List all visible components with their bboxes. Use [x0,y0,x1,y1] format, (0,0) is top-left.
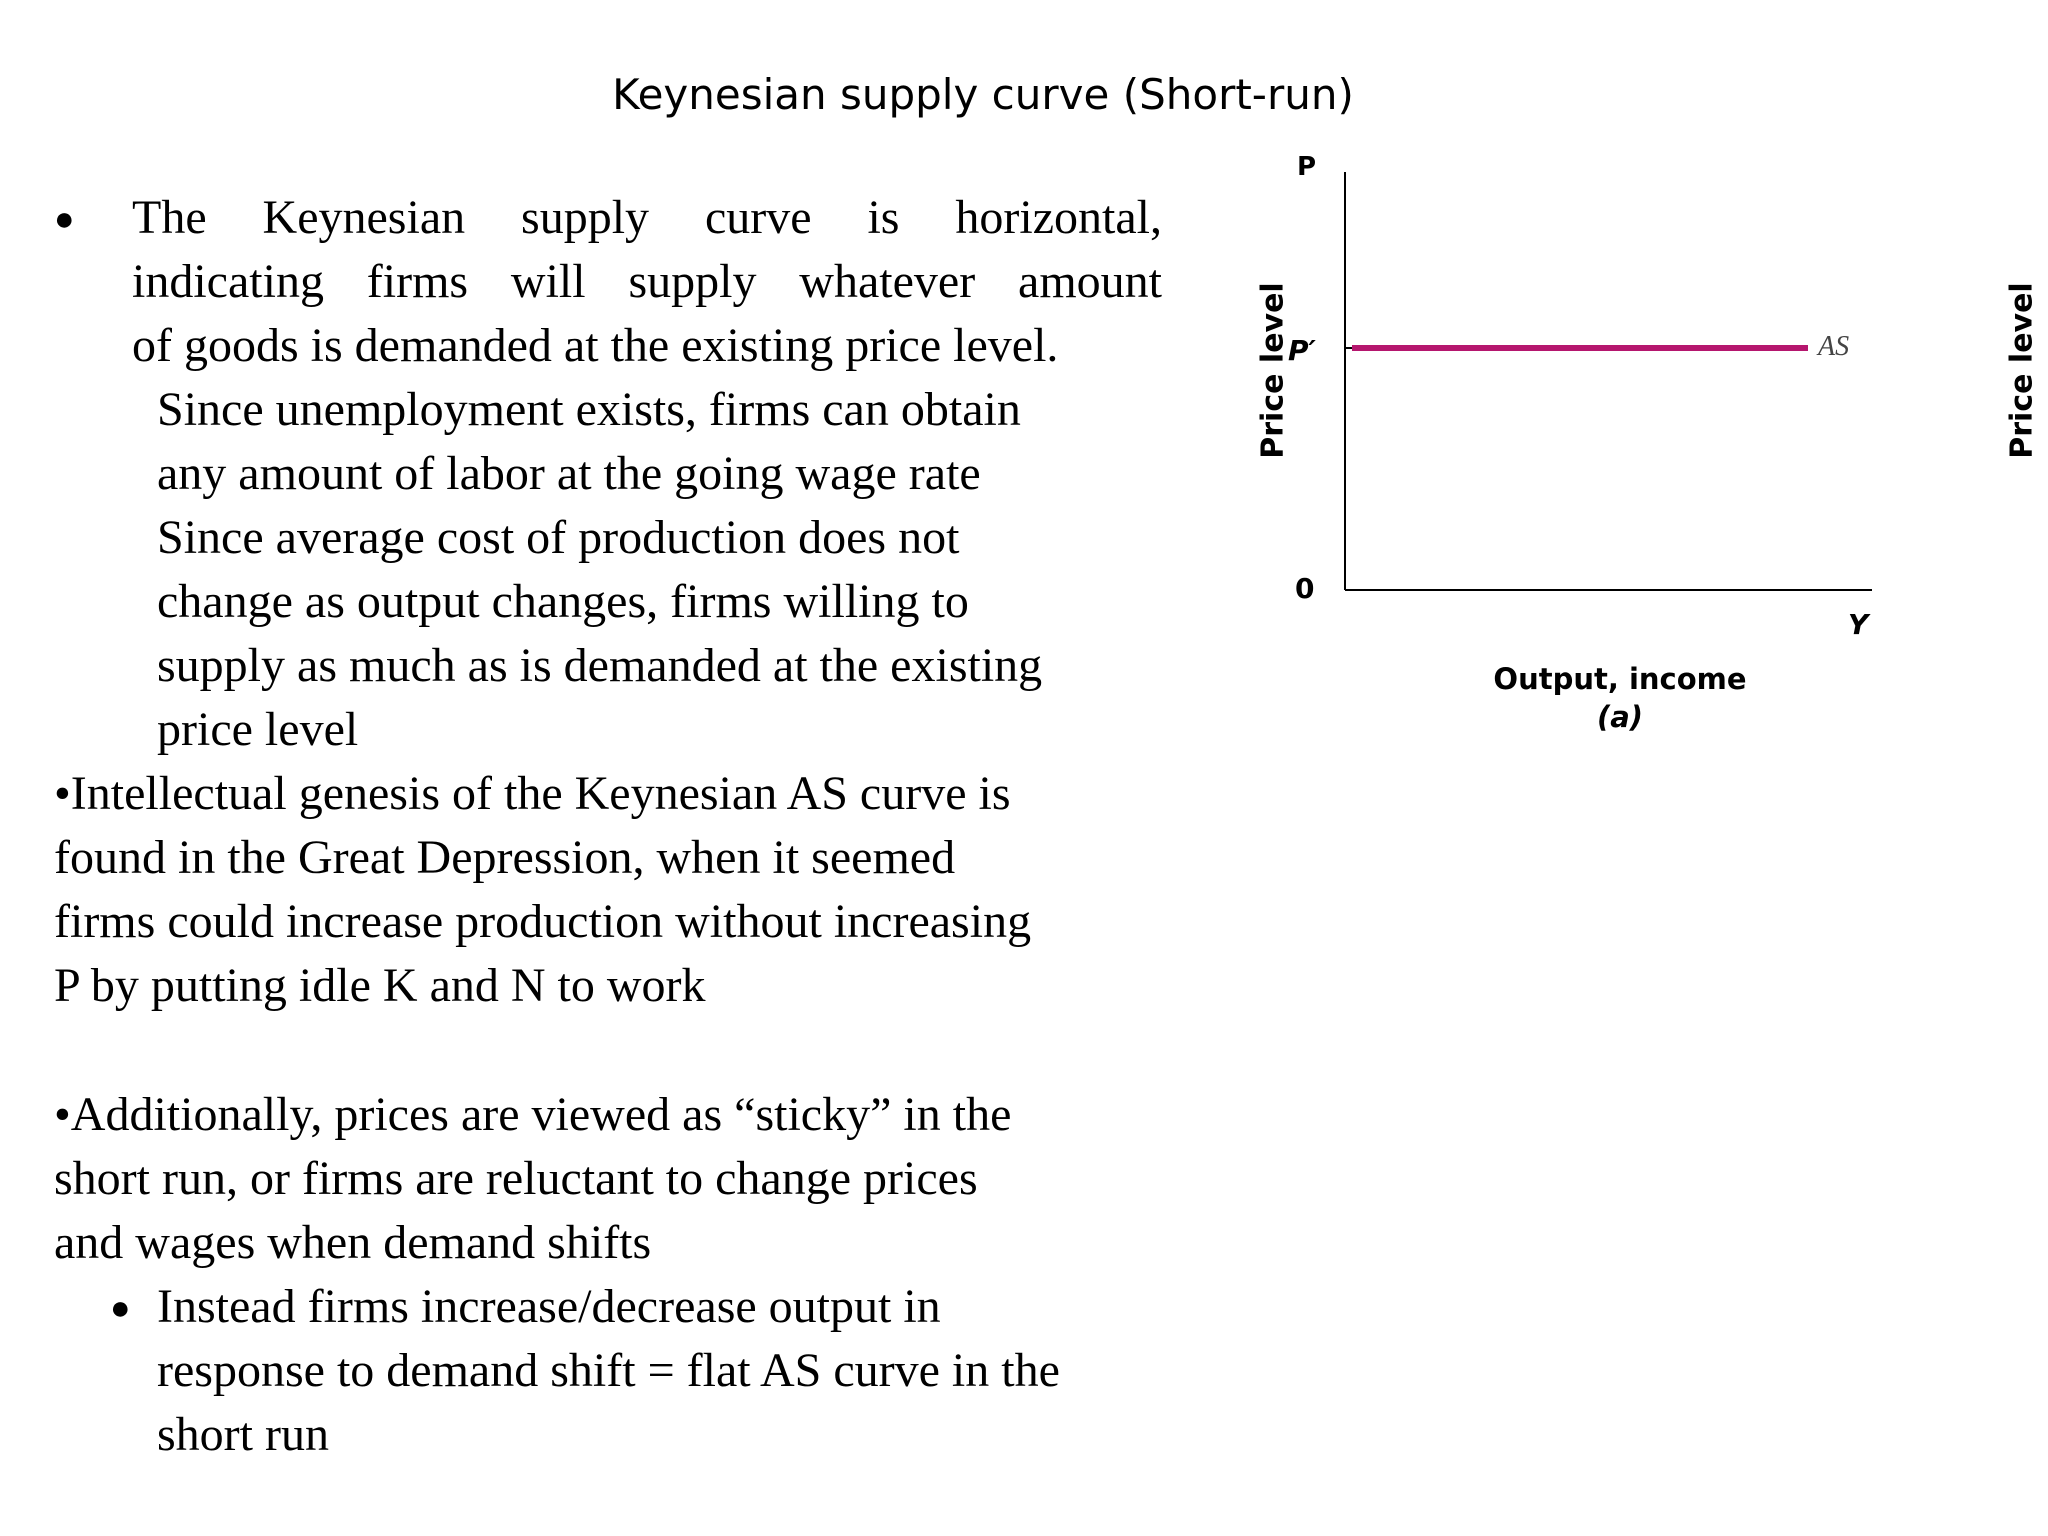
bullet1-sub-line: Since average cost of production does no… [157,511,960,564]
bullet3-line: •Additionally, prices are viewed as “sti… [54,1088,1012,1141]
bullet2-line: firms could increase production without … [54,895,1032,948]
bullet3-line: short run, or firms are reluctant to cha… [54,1152,978,1205]
price-tick-label: P′ [1288,334,1316,367]
y-axis-label-right: Price level [2004,282,2040,459]
bullet3-sub-line: response to demand shift = flat AS curve… [157,1344,1060,1397]
chart-canvas [1344,172,1872,591]
bullet1-line-2: indicating firms will supply whatever am… [132,255,1162,308]
bullet2-line: •Intellectual genesis of the Keynesian A… [54,767,1011,820]
sub-bullet-icon: ● [110,1289,131,1327]
y-axis-label: Price level [1255,282,1291,459]
bullet3-sub-line: short run [157,1408,329,1461]
y-axis-top-mark: P [1297,152,1317,182]
bullet2-line: found in the Great Depression, when it s… [54,831,956,884]
bullet1-line-1: The Keynesian supply curve is horizontal… [132,191,1162,244]
as-curve-chart: P P′ 0 Y AS Price level Price level Outp… [1200,150,2048,750]
x-axis-end-label: Y [1848,608,1869,641]
x-axis-label: Output, income [1493,662,1747,696]
bullet1-sub-line: change as output changes, firms willing … [157,575,969,628]
bullet1-sub-line: Since unemployment exists, firms can obt… [157,383,1021,436]
bullet1-sub-line: supply as much as is demanded at the exi… [157,639,1043,692]
panel-label: (a) [1596,700,1644,734]
bullet-icon: ● [54,200,75,238]
slide-title: Keynesian supply curve (Short-run) [612,70,1354,119]
bullet1-line-3: of goods is demanded at the existing pri… [132,319,1059,372]
bullet1-sub-line: price level [157,703,359,756]
as-curve-label: AS [1818,331,1850,362]
bullet1-sub-line: any amount of labor at the going wage ra… [157,447,981,500]
origin-label: 0 [1295,572,1315,605]
bullet3-sub-line: Instead firms increase/decrease output i… [157,1280,941,1333]
bullet3-line: and wages when demand shifts [54,1216,652,1269]
bullet2-line: P by putting idle K and N to work [54,959,706,1012]
